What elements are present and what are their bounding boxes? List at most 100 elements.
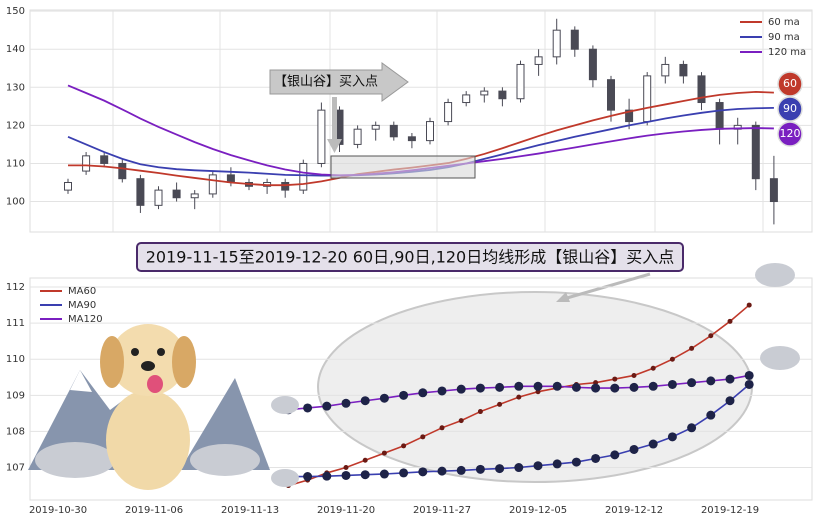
marker	[399, 390, 409, 400]
candle-body	[317, 109, 326, 164]
y-tick-label: 110	[6, 354, 25, 365]
marker	[322, 471, 332, 481]
marker	[322, 401, 332, 411]
candle-body	[371, 124, 380, 130]
marker	[591, 453, 601, 463]
marker	[650, 365, 656, 371]
vertical-grid	[112, 10, 764, 232]
x-tick-label: 2019-12-19	[701, 505, 759, 516]
candle-body	[208, 174, 217, 195]
marker	[475, 464, 485, 474]
candle-body	[516, 63, 525, 100]
marker	[533, 381, 543, 391]
marker	[495, 464, 505, 474]
badge-label: 60	[783, 77, 797, 90]
marker	[456, 465, 466, 475]
marker	[360, 396, 370, 406]
legend-label: 90 ma	[768, 32, 800, 43]
legend-label: MA120	[68, 314, 103, 325]
marker	[343, 465, 349, 471]
ingot	[271, 469, 299, 487]
candle-body	[751, 124, 760, 180]
marker	[439, 425, 445, 431]
marker	[458, 418, 464, 424]
annotation: 【银山谷】买入点	[274, 75, 378, 90]
marker	[303, 472, 313, 482]
marker	[687, 378, 697, 388]
badge	[777, 121, 803, 147]
marker	[341, 470, 351, 480]
candle-body	[462, 94, 471, 104]
candle-body	[552, 29, 561, 58]
ingot	[755, 263, 795, 287]
x-tick-label: 2019-12-05	[509, 505, 567, 516]
dog-nose	[141, 361, 155, 371]
candle-body	[172, 189, 181, 199]
marker	[648, 439, 658, 449]
candle-body	[643, 75, 652, 123]
candle-body	[82, 155, 91, 172]
marker	[497, 401, 503, 407]
dog-body	[106, 390, 190, 490]
y-tick-label: 107	[6, 463, 25, 474]
bottom-chart: 107 108 109 110 111 112 2019-10-30 2019-11-06 20…	[6, 282, 812, 516]
marker	[303, 403, 313, 413]
marker	[399, 468, 409, 478]
candle-body	[299, 162, 308, 191]
legend-label: 120 ma	[768, 47, 806, 58]
banner: 2019-11-15至2019-12-20 60日,90日,120日均线形成【银…	[146, 248, 675, 267]
candle-body	[407, 136, 416, 142]
candle-body	[136, 178, 145, 206]
candle-body	[190, 193, 199, 199]
candle-body	[118, 162, 127, 180]
candle-body	[64, 181, 72, 191]
marker	[746, 302, 752, 308]
x-tick-label: 2019-11-06	[125, 505, 183, 516]
dog-eye	[157, 348, 165, 356]
candle-body	[625, 109, 634, 123]
marker	[533, 461, 543, 471]
marker	[689, 345, 695, 351]
legend-label: MA90	[68, 300, 96, 311]
y-tick-label: 110	[6, 158, 25, 169]
legend-label: MA60	[68, 286, 96, 297]
x-tick-label: 2019-12-12	[605, 505, 663, 516]
down-arrow-head	[327, 139, 342, 153]
candle-body	[281, 181, 290, 191]
marker	[667, 379, 677, 389]
y-tick-label: 140	[6, 44, 25, 55]
marker	[514, 463, 524, 473]
marker	[571, 457, 581, 467]
decoration	[28, 263, 800, 490]
y-tick-label: 112	[6, 282, 25, 293]
snow	[70, 370, 92, 392]
marker	[418, 467, 428, 477]
marker	[381, 450, 387, 456]
candle-body	[769, 178, 778, 203]
candle-body	[607, 79, 615, 111]
candle-body	[661, 63, 670, 77]
marker	[669, 356, 675, 362]
dog-ear	[172, 336, 196, 388]
y-tick-label: 111	[6, 318, 25, 329]
marker	[418, 388, 428, 398]
marker	[477, 409, 483, 415]
marker	[629, 382, 639, 392]
marker	[687, 423, 697, 433]
x-tick-label: 2019-11-13	[221, 505, 279, 516]
candle-body	[715, 102, 724, 130]
marker	[495, 382, 505, 392]
marker	[514, 381, 524, 391]
marker	[610, 383, 620, 393]
x-tick-label: 2019-11-27	[413, 505, 471, 516]
badge-label: 90	[783, 102, 797, 115]
marker	[706, 376, 716, 386]
marker	[379, 469, 389, 479]
dog-head	[110, 324, 186, 396]
ingot	[190, 444, 260, 476]
x-tick-label: 2019-10-30	[29, 505, 87, 516]
candle-body	[389, 124, 398, 138]
marker	[708, 333, 714, 339]
candle-body	[534, 56, 543, 65]
